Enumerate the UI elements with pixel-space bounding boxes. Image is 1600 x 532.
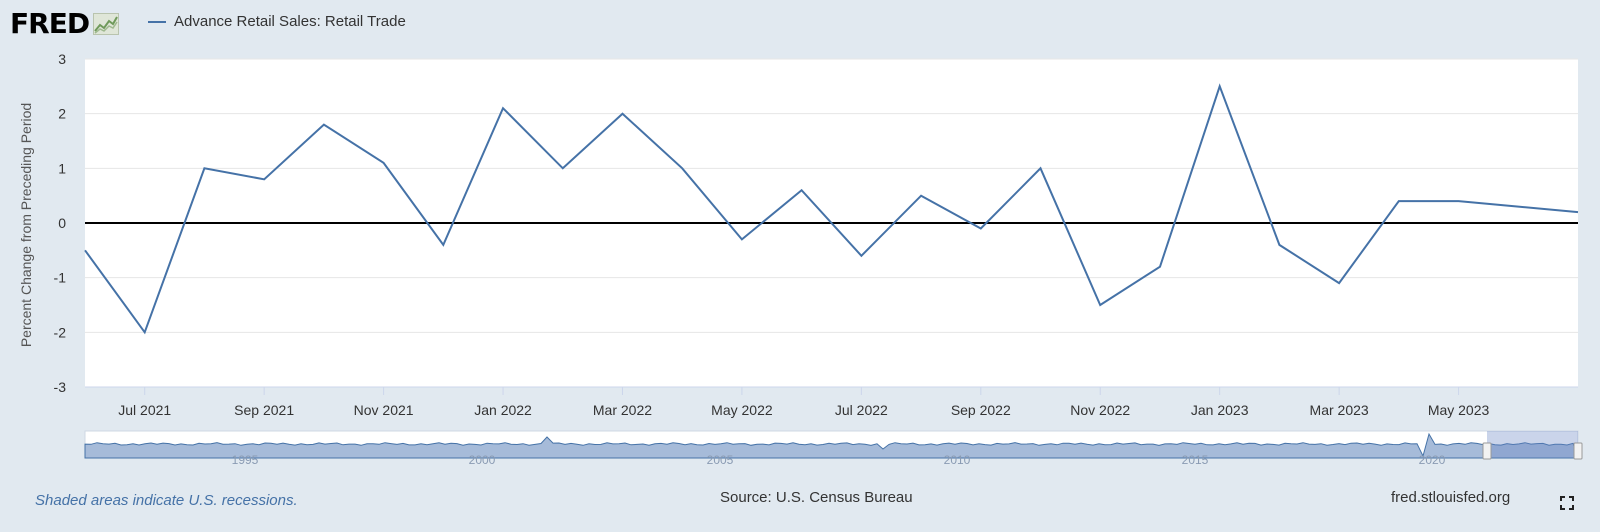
- navigator-year-label: 1995: [232, 453, 259, 467]
- y-tick-label: -3: [54, 379, 67, 395]
- y-tick-label: -2: [54, 324, 67, 340]
- legend-series-label: Advance Retail Sales: Retail Trade: [174, 13, 406, 30]
- navigator-year-label: 2010: [944, 453, 971, 467]
- navigator-series: [84, 432, 1579, 459]
- y-tick-label: 1: [58, 160, 66, 176]
- x-tick-label: May 2022: [711, 402, 773, 418]
- x-tick-label: Jul 2022: [835, 402, 888, 418]
- y-tick-label: 3: [58, 51, 66, 67]
- navigator-selection: [1487, 431, 1578, 458]
- navigator-handle: [1482, 442, 1492, 460]
- fred-logo[interactable]: FRED: [10, 7, 120, 40]
- x-tick-label: Mar 2022: [593, 402, 652, 418]
- x-tick-label: Mar 2023: [1310, 402, 1369, 418]
- site-link[interactable]: fred.stlouisfed.org: [1391, 489, 1511, 506]
- y-tick-label: -1: [54, 270, 67, 286]
- y-tick-label: 2: [58, 106, 66, 122]
- source-label: Source: U.S. Census Bureau: [720, 489, 913, 506]
- series-line: [84, 83, 1579, 335]
- y-axis-title: Percent Change from Preceding Period: [18, 103, 34, 347]
- x-tick-label: Sep 2021: [234, 402, 294, 418]
- legend-swatch: [148, 20, 166, 23]
- x-tick-label: Jan 2023: [1191, 402, 1249, 418]
- navigator-handle: [1573, 442, 1583, 460]
- navigator-year-label: 2000: [469, 453, 496, 467]
- x-tick-label: Jan 2022: [474, 402, 532, 418]
- y-tick-label: 0: [58, 215, 66, 231]
- chart-legend: Advance Retail Sales: Retail Trade: [148, 13, 406, 30]
- navigator-year-label: 2020: [1419, 453, 1446, 467]
- x-tick-label: Nov 2021: [354, 402, 414, 418]
- x-tick-label: May 2023: [1428, 402, 1490, 418]
- chart-line-icon: [93, 13, 120, 35]
- x-tick-label: Sep 2022: [951, 402, 1011, 418]
- recession-note: Shaded areas indicate U.S. recessions.: [35, 492, 298, 509]
- fred-logo-text: FRED: [10, 7, 90, 40]
- fullscreen-icon[interactable]: [1560, 496, 1574, 510]
- x-tick-label: Nov 2022: [1070, 402, 1130, 418]
- x-tick-label: Jul 2021: [118, 402, 171, 418]
- navigator-year-label: 2015: [1182, 453, 1209, 467]
- navigator-year-label: 2005: [707, 453, 734, 467]
